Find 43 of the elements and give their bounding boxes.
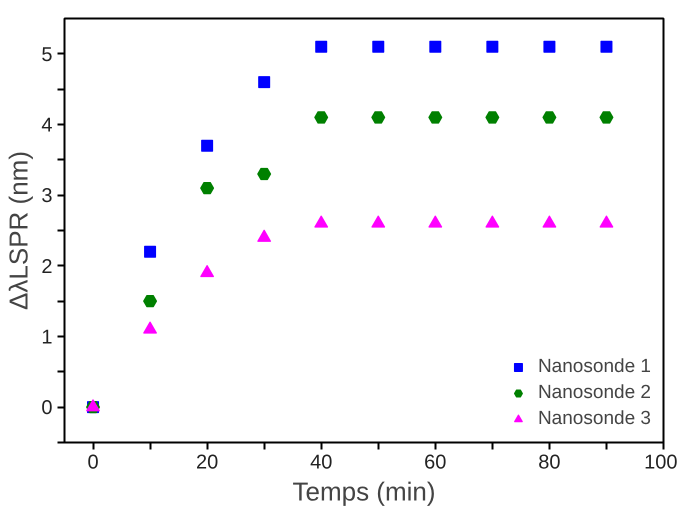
point	[428, 215, 442, 228]
point	[201, 140, 214, 152]
point	[599, 111, 614, 124]
x-tick-label: 20	[196, 452, 218, 474]
x-tick-label: 100	[644, 452, 677, 474]
point	[314, 111, 328, 124]
point	[314, 215, 328, 228]
point	[542, 215, 556, 228]
point	[486, 40, 498, 53]
point	[372, 40, 384, 53]
point	[371, 111, 386, 124]
y-tick-label: 1	[41, 326, 52, 348]
point	[315, 40, 328, 53]
y-tick-label: 5	[41, 44, 52, 66]
point	[543, 40, 556, 53]
point	[143, 321, 158, 334]
x-tick-label: 40	[310, 452, 332, 474]
x-tick-label: 0	[87, 452, 99, 474]
point	[485, 215, 500, 228]
point	[200, 264, 214, 278]
y-tick-label: 2	[41, 256, 52, 278]
x-tick-label: 60	[424, 452, 446, 474]
x-axis-title: Temps (min)	[292, 476, 436, 506]
point	[600, 40, 612, 53]
point	[200, 182, 214, 194]
x-tick-label: 80	[538, 452, 561, 474]
y-tick-label: 3	[41, 185, 52, 208]
point	[258, 76, 270, 88]
point	[257, 230, 272, 242]
y-axis-title: ΔλLSPR (nm)	[3, 151, 34, 310]
point	[429, 40, 442, 53]
legend-label: Nanosonde 3	[538, 408, 651, 430]
legend-label: Nanosonde 2	[538, 382, 651, 404]
point	[144, 246, 156, 258]
point	[599, 215, 614, 228]
point	[428, 111, 442, 124]
point	[485, 111, 500, 124]
y-tick-label: 4	[41, 114, 52, 136]
point	[257, 168, 272, 180]
legend-label: Nanosonde 1	[538, 356, 651, 378]
y-tick-label: 0	[41, 397, 52, 420]
point	[542, 111, 556, 124]
point	[371, 215, 386, 228]
